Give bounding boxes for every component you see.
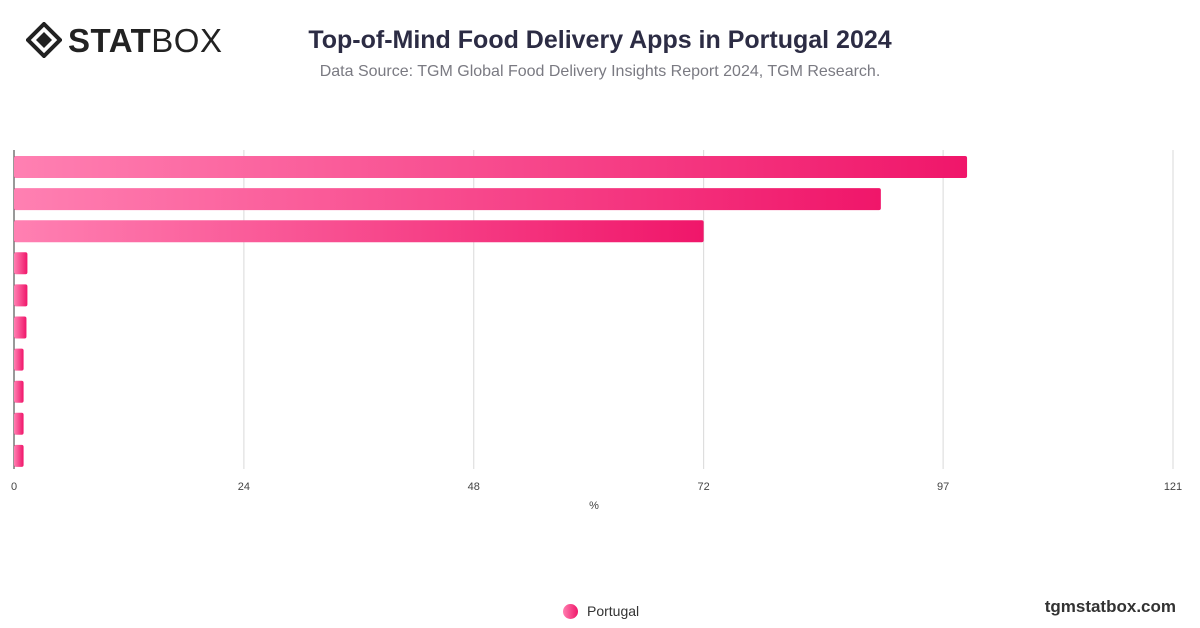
x-tick-label: 48 xyxy=(468,481,480,493)
bar-2[interactable] xyxy=(14,188,881,211)
bar-4[interactable] xyxy=(14,252,28,275)
bars xyxy=(14,156,968,467)
x-axis-ticks: 0 24 48 72 97 121 xyxy=(11,481,1182,493)
bar-6[interactable] xyxy=(14,316,27,339)
bar-7[interactable] xyxy=(14,348,24,371)
x-tick-label: 24 xyxy=(238,481,250,493)
bar-1[interactable] xyxy=(14,156,968,178)
x-axis-title: % xyxy=(589,500,599,512)
x-tick-label: 121 xyxy=(1164,481,1182,493)
bar-3[interactable] xyxy=(14,220,704,243)
legend-swatch xyxy=(563,603,578,619)
chart-title: Top-of-Mind Food Delivery Apps in Portug… xyxy=(308,26,892,54)
site-watermark[interactable]: tgmstatbox.com xyxy=(1044,597,1176,616)
bar-10[interactable] xyxy=(14,444,24,467)
bar-8[interactable] xyxy=(14,380,24,403)
bar-9[interactable] xyxy=(14,412,24,435)
x-tick-label: 72 xyxy=(698,481,710,493)
chart-subtitle: Data Source: TGM Global Food Delivery In… xyxy=(319,63,881,80)
legend[interactable]: Portugal xyxy=(563,603,639,619)
legend-label-portugal: Portugal xyxy=(587,603,640,619)
statbox-logo[interactable]: STATBOX xyxy=(26,22,222,58)
x-tick-label: 97 xyxy=(937,481,949,493)
logo-text: STATBOX xyxy=(68,21,223,59)
diamond-logo-icon xyxy=(26,22,62,58)
bar-5[interactable] xyxy=(14,284,28,307)
x-tick-label: 0 xyxy=(11,481,17,493)
